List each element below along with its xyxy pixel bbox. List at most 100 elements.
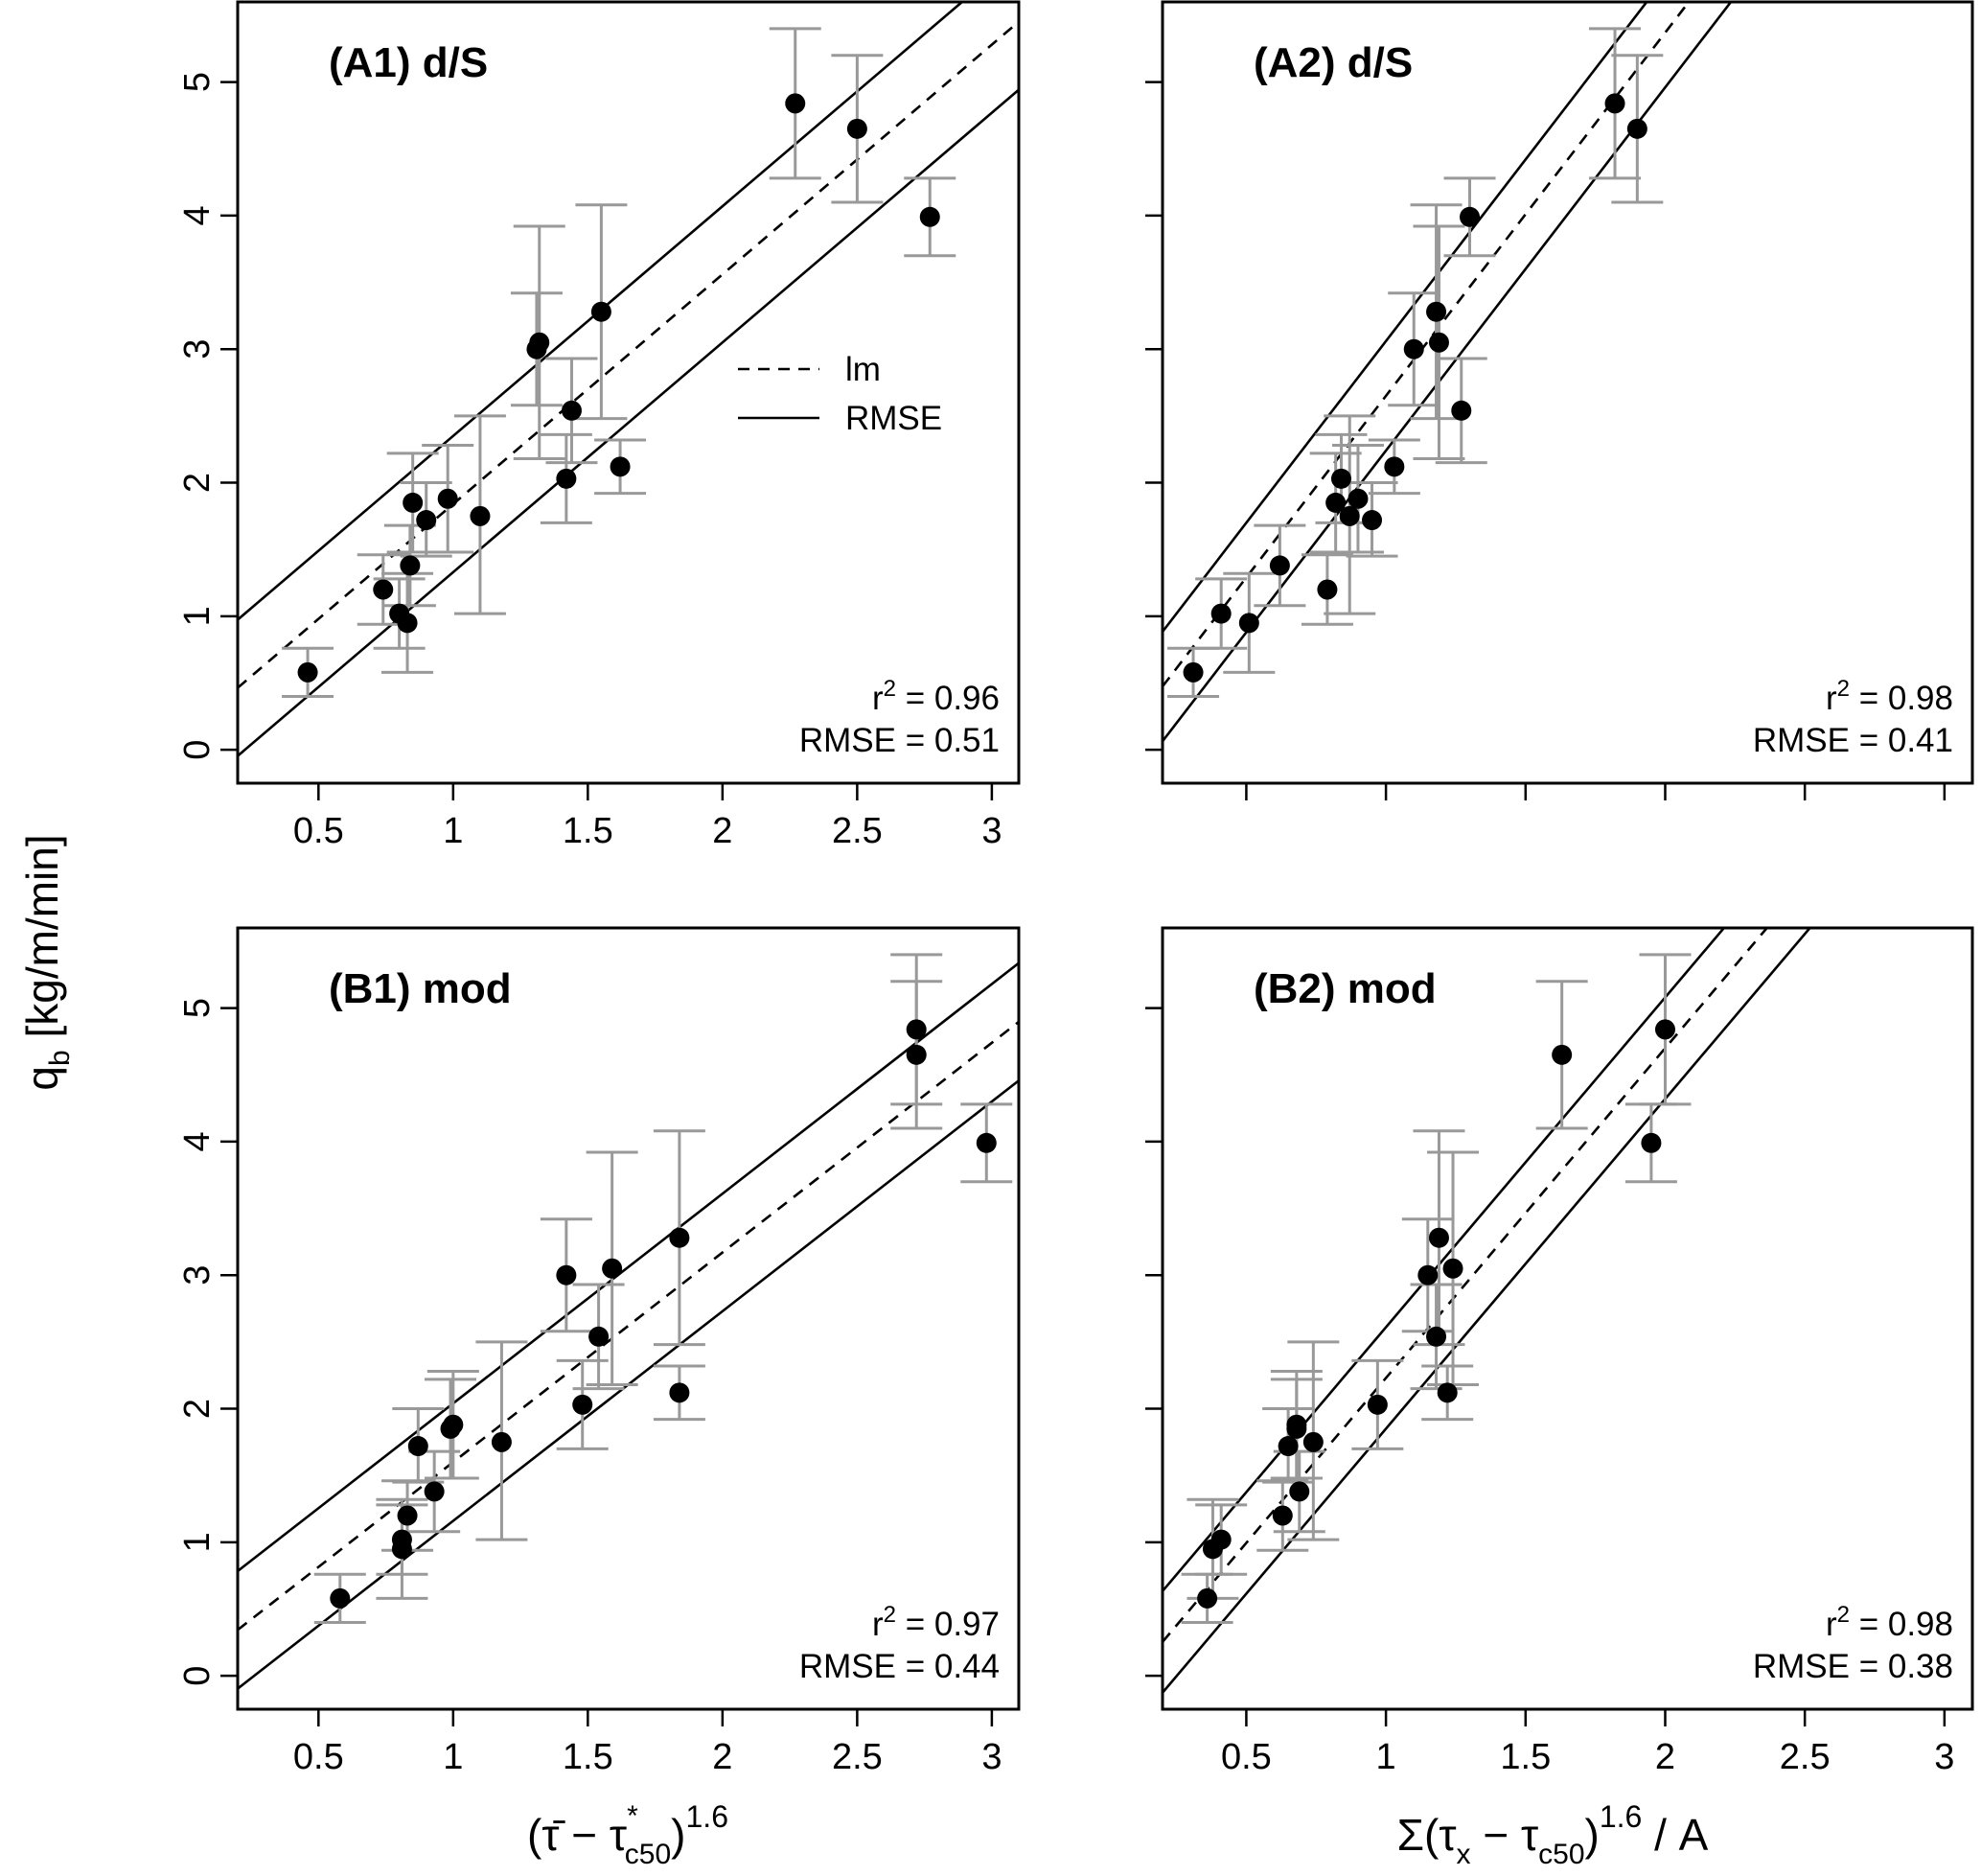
panel-title: (A1) d/S (329, 39, 488, 86)
x-tick-label: 2 (712, 811, 732, 851)
data-point (1460, 206, 1481, 227)
r-squared-label: r2 = 0.96 (872, 676, 1000, 717)
data-point (1317, 579, 1338, 600)
data-point (1428, 332, 1449, 353)
y-axis-title-sub: b (44, 1050, 76, 1066)
data-point (1339, 505, 1360, 526)
data-point (491, 1431, 512, 1452)
legend-lm-label: lm (845, 351, 881, 388)
data-point (1626, 118, 1647, 139)
data-point (1451, 400, 1472, 421)
legend: lm RMSE (738, 351, 942, 437)
y-tick-label: 3 (177, 1265, 218, 1285)
x-right-base: Σ(τ (1397, 1810, 1457, 1860)
data-point (846, 118, 867, 139)
data-point (1210, 1529, 1232, 1550)
y-tick-label: 0 (177, 1666, 218, 1686)
data-point (1238, 613, 1259, 634)
data-point (669, 1382, 690, 1403)
x-tick-label: 1 (443, 1737, 463, 1777)
panel-title: (B1) mod (329, 965, 512, 1012)
x-right-close: ) (1585, 1810, 1600, 1860)
y-tick-label: 1 (177, 606, 218, 626)
data-point (1428, 1227, 1449, 1248)
data-point (561, 400, 582, 421)
plot-frame (1161, 926, 1974, 1711)
data-point (669, 1227, 690, 1248)
data-point (1552, 1044, 1573, 1065)
data-point (1384, 456, 1405, 477)
x-right-mid: − τ (1471, 1810, 1539, 1860)
data-point (610, 456, 631, 477)
data-point (330, 1587, 351, 1609)
panel-b2: 0.5 1 1.5 2 2.5 3 (B2) mod r2 = 0.98 RMSE = 0.38 (1145, 926, 1974, 1777)
x-tick-label: 2 (712, 1737, 732, 1777)
x-tick-label: 3 (981, 1737, 1002, 1777)
data-point (1278, 1436, 1299, 1457)
data-point (397, 613, 418, 634)
x-tick-label: 2.5 (832, 1737, 883, 1777)
rmse-upper-line (238, 2, 964, 621)
x-axis-title-right: Σ(τx − τc50)1.6 / A (1397, 1799, 1709, 1870)
data-point (588, 1326, 610, 1347)
x-tick-label: 1.5 (563, 811, 613, 851)
lm-line (238, 1020, 1019, 1632)
svg-text:Σ(τx − τc50)1.6 / A: Σ(τx − τc50)1.6 / A (1397, 1799, 1709, 1870)
data-point (1183, 661, 1204, 683)
data-point (1286, 1414, 1307, 1435)
plot-area (238, 953, 1019, 1690)
x-tick-label: 3 (1934, 1737, 1954, 1777)
x-left-power: 1.6 (686, 1799, 728, 1834)
x-left-close: ) (671, 1810, 685, 1860)
data-point (400, 555, 421, 576)
y-tick-label: 2 (177, 1399, 218, 1419)
y-tick-label: 1 (177, 1532, 218, 1552)
data-point (785, 93, 806, 114)
rmse-lower-line (238, 88, 1019, 757)
data-point (572, 1394, 593, 1415)
r-squared-label: r2 = 0.98 (1826, 676, 1953, 717)
y-axis-title-q: q (17, 1066, 67, 1091)
x-tick-label: 2 (1655, 1737, 1675, 1777)
plot-area (1163, 2, 1733, 743)
data-point (1362, 510, 1383, 531)
data-point (1654, 1019, 1675, 1040)
x-right-sub-c: c50 (1538, 1839, 1584, 1870)
data-point (407, 1436, 428, 1457)
panel-a2: (A2) d/S r2 = 0.98 RMSE = 0.41 (1145, 0, 1974, 800)
plot-area (238, 2, 1019, 757)
rmse-label: RMSE = 0.44 (799, 1648, 1000, 1685)
panel-a1: 0 1 2 3 4 5 0.5 1 1.5 2 2.5 3 (A1) d/S r2 = 0.96 RMSE … (177, 0, 1021, 851)
data-point (1272, 1505, 1293, 1526)
panel-b1: 0 1 2 3 4 5 0.5 1 1.5 2 2.5 3 (B1) mod r2 = 0.97 RMSE … (177, 926, 1021, 1777)
data-point (1604, 93, 1625, 114)
rmse-label: RMSE = 0.41 (1753, 722, 1953, 759)
data-point (437, 488, 458, 509)
data-point (443, 1414, 464, 1435)
x-tick-label: 0.5 (1221, 1737, 1272, 1777)
rmse-upper-line (238, 961, 1019, 1572)
y-tick-label: 4 (177, 205, 218, 225)
y-tick-label: 4 (177, 1131, 218, 1151)
data-point (590, 301, 611, 322)
data-point (1302, 1431, 1324, 1452)
data-point (1442, 1258, 1463, 1279)
y-axis-title: qb [kg/m/min] (17, 834, 76, 1090)
svg-text:(τ̄ − τ*c50)1.6: (τ̄ − τ* c50)1.6 (527, 1799, 728, 1870)
x-tick-label: 1 (443, 811, 463, 851)
rmse-label: RMSE = 0.38 (1753, 1648, 1953, 1685)
data-point (1348, 488, 1369, 509)
data-point (976, 1132, 997, 1153)
panels: 0 1 2 3 4 5 0.5 1 1.5 2 2.5 3 (A1) d/S r2 = 0.96 RMSE … (177, 0, 1974, 1777)
data-point (529, 332, 550, 353)
plot-frame (236, 926, 1021, 1711)
y-tick-label: 2 (177, 473, 218, 493)
panel-title: (A2) d/S (1254, 39, 1413, 86)
x-tick-label: 1 (1376, 1737, 1396, 1777)
data-point (1641, 1132, 1662, 1153)
data-point (416, 510, 437, 531)
data-point (1325, 492, 1347, 513)
data-point (403, 492, 424, 513)
x-tick-label: 3 (981, 811, 1002, 851)
